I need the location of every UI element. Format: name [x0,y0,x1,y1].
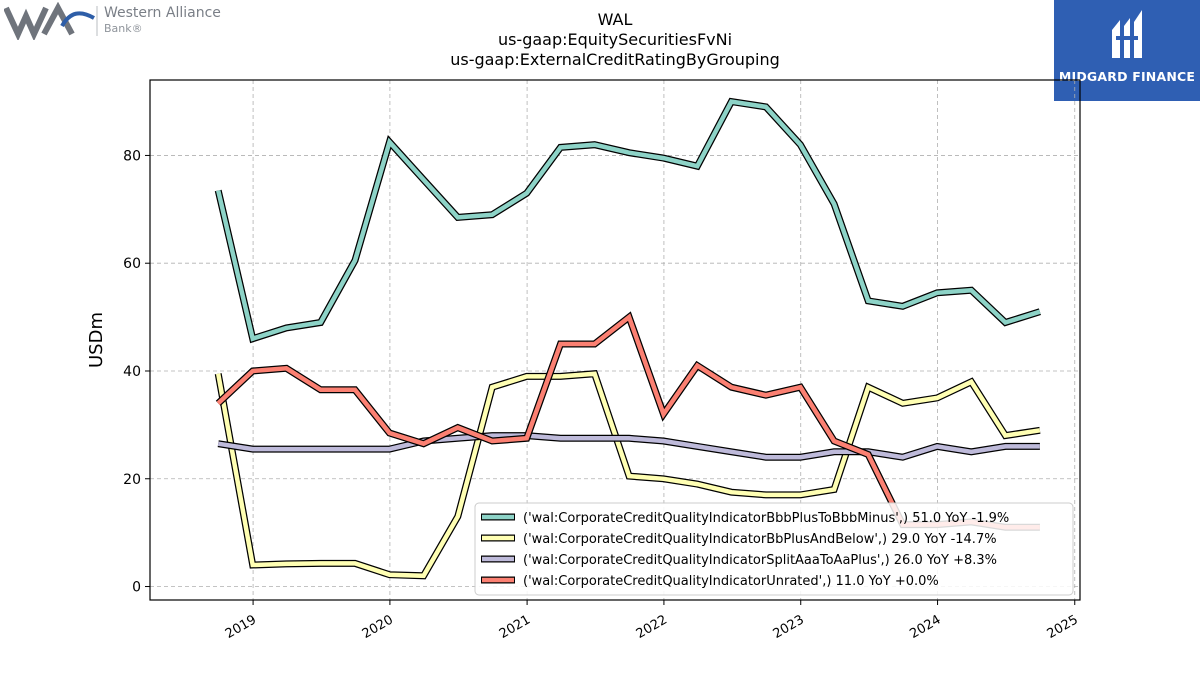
logo-bank-name: Western Alliance [104,5,221,21]
legend-label-4: ('wal:CorporateCreditQualityIndicatorUnr… [523,574,939,589]
y-tick-label: 40 [123,364,141,380]
chart-title-line-3: us-gaap:ExternalCreditRatingByGrouping [450,50,780,69]
plot-frame [149,79,1081,601]
x-tick-label: 2020 [360,612,396,642]
x-tick-label: 2024 [907,612,943,642]
y-tick-label: 20 [123,472,141,488]
chart-title-line-1: WAL [597,10,633,29]
y-axis-label: USDm [86,312,107,368]
x-tick-label: 2025 [1045,612,1081,642]
legend-label-3: ('wal:CorporateCreditQualityIndicatorSpl… [523,553,997,568]
x-tick-label: 2021 [497,612,533,642]
logo-brand-name: MIDGARD FINANCE [1058,69,1196,84]
chart-title: WAL us-gaap:EquitySecuritiesFvNi us-gaap… [0,10,1200,70]
midgard-finance-logo: MIDGARD FINANCE [1054,0,1200,101]
x-tick-label: 2019 [223,612,259,642]
x-tick-label: 2023 [771,612,807,642]
legend-box [474,502,1074,596]
series-line-3 [217,433,1040,460]
western-alliance-logo: Western Alliance Bank® [3,1,224,42]
series-line-1 [216,99,1041,342]
x-tick-label: 2022 [634,612,670,642]
legend-label-1: ('wal:CorporateCreditQualityIndicatorBbb… [523,511,1009,526]
chart-title-line-2: us-gaap:EquitySecuritiesFvNi [497,30,733,49]
series-line-2 [215,371,1041,579]
series-outline-4 [215,311,1040,531]
wa-monogram-icon [3,1,98,42]
series-line-4 [216,313,1040,530]
y-tick-label: 80 [123,148,141,164]
legend-label-2: ('wal:CorporateCreditQualityIndicatorBbP… [523,532,997,547]
logo-bank-sub: Bank® [104,22,143,35]
midgard-emblem-icon [1112,10,1142,58]
y-tick-label: 60 [123,256,141,272]
y-tick-label: 0 [132,580,141,596]
